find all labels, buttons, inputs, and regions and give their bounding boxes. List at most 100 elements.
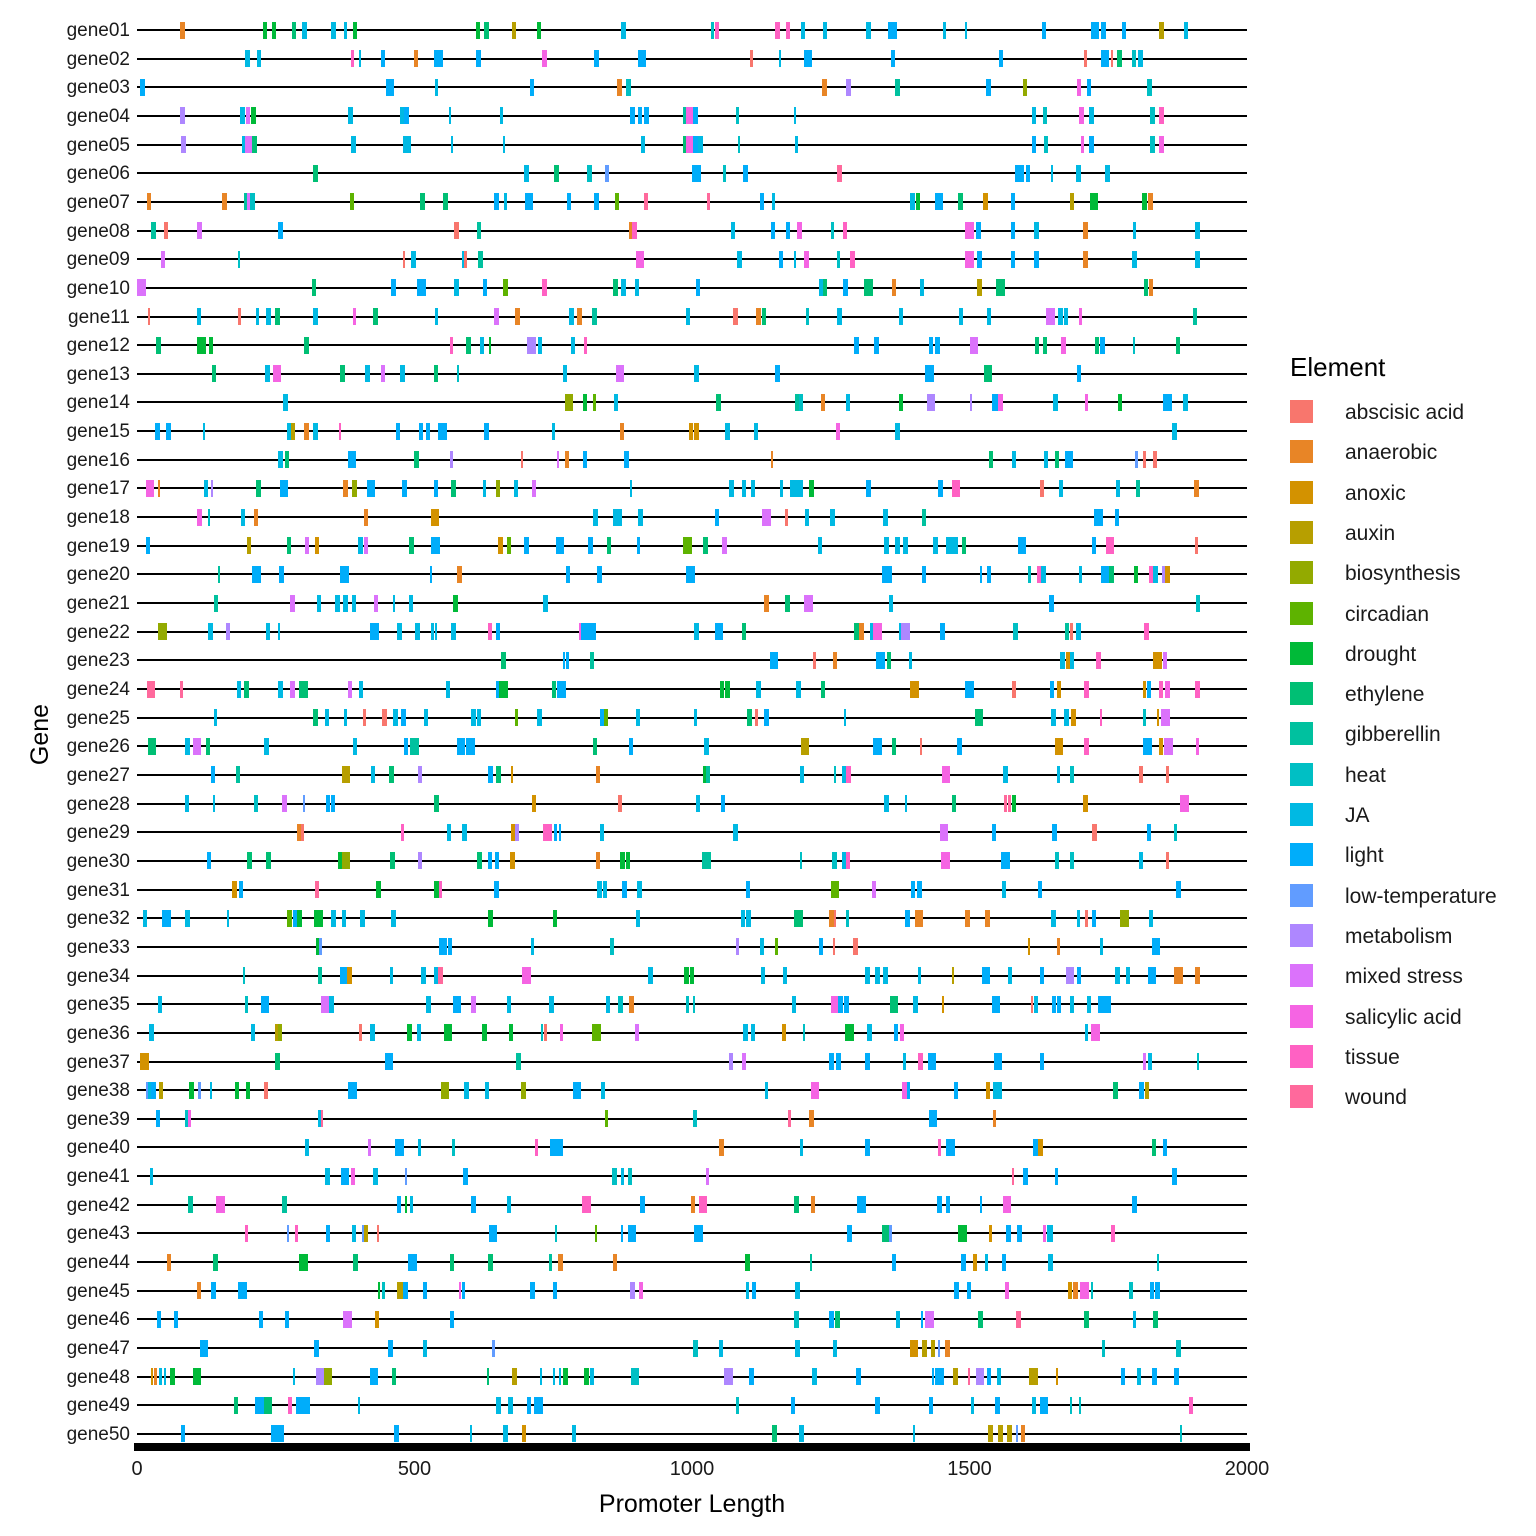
legend-label: gibberellin — [1345, 723, 1441, 747]
legend-swatch-mixed-stress — [1290, 964, 1313, 988]
element-mark-JA — [883, 967, 888, 985]
element-mark-JA — [571, 1425, 577, 1443]
gene-label: gene42 — [66, 1194, 130, 1216]
element-mark-abscisic-acid — [163, 222, 169, 240]
element-mark-salicylic-acid — [1079, 308, 1082, 326]
element-mark-anoxic — [694, 422, 699, 440]
element-mark-heat — [833, 766, 837, 784]
element-mark-low-temperature — [198, 1081, 201, 1099]
element-mark-anoxic — [511, 823, 516, 841]
element-mark-JA — [1047, 1224, 1050, 1242]
gene-row-line — [137, 859, 1247, 862]
element-mark-metabolism — [630, 1282, 635, 1300]
gene-label: gene41 — [66, 1166, 130, 1188]
element-mark-heat — [799, 852, 803, 870]
element-mark-mixed-stress — [192, 737, 202, 755]
element-mark-anoxic — [1056, 680, 1062, 698]
element-mark-mixed-stress — [304, 537, 310, 555]
element-mark-light — [488, 766, 493, 784]
element-mark-auxin — [246, 537, 252, 555]
element-mark-gibberellin — [549, 1253, 552, 1271]
element-mark-drought — [1133, 565, 1139, 583]
legend-label: anaerobic — [1345, 441, 1438, 465]
element-mark-drought — [475, 21, 481, 39]
element-mark-circadian — [592, 1024, 601, 1042]
element-mark-JA — [344, 709, 347, 727]
element-mark-light — [566, 651, 569, 669]
element-mark-light — [829, 1310, 834, 1328]
element-mark-JA — [737, 250, 742, 268]
element-mark-abscisic-acid — [1011, 680, 1017, 698]
element-mark-light — [199, 1339, 209, 1357]
element-mark-JA — [265, 365, 270, 383]
element-mark-salicylic-acid — [145, 479, 154, 497]
element-mark-metabolism — [901, 623, 910, 641]
element-mark-ethylene — [304, 336, 309, 354]
gene-row-line — [137, 1318, 1247, 1321]
gene-row-line — [137, 945, 1247, 948]
element-mark-JA — [552, 422, 555, 440]
element-mark-JA — [209, 1081, 213, 1099]
element-mark-tissue — [1110, 1224, 1116, 1242]
element-mark-heat — [184, 1110, 190, 1128]
element-mark-heat — [1054, 852, 1060, 870]
element-mark-JA — [483, 479, 486, 497]
element-mark-light — [1120, 1368, 1126, 1386]
gene-label: gene09 — [66, 249, 130, 271]
element-mark-light — [790, 1396, 796, 1414]
element-mark-JA — [313, 308, 318, 326]
element-mark-light — [145, 537, 151, 555]
element-mark-JA — [986, 308, 992, 326]
gene-label: gene34 — [66, 965, 130, 987]
element-mark-heat — [612, 1167, 617, 1185]
element-mark-heat — [1147, 78, 1152, 96]
element-mark-JA — [1033, 995, 1039, 1013]
element-mark-JA — [1031, 107, 1037, 125]
element-mark-salicylic-acid — [560, 1024, 563, 1042]
element-mark-heat — [693, 1339, 698, 1357]
element-mark-light — [301, 1396, 310, 1414]
element-mark-JA — [537, 336, 543, 354]
gene-row-line — [137, 1232, 1247, 1235]
element-mark-light — [422, 1282, 428, 1300]
element-mark-JA — [637, 881, 642, 899]
element-mark-anoxic — [498, 537, 503, 555]
element-mark-light — [395, 422, 401, 440]
element-mark-heat — [806, 308, 809, 326]
gene-label: gene45 — [66, 1280, 130, 1302]
element-mark-JA — [865, 967, 870, 985]
element-mark-ethylene — [313, 164, 318, 182]
element-mark-light — [466, 737, 475, 755]
element-mark-tissue — [401, 823, 404, 841]
element-mark-drought — [1089, 193, 1099, 211]
element-mark-JA — [552, 1368, 556, 1386]
element-mark-light — [979, 565, 983, 583]
element-mark-biosynthesis — [1120, 909, 1129, 927]
x-axis-title: Promoter Length — [598, 1490, 786, 1518]
element-mark-tissue — [951, 479, 961, 497]
element-mark-JA — [390, 967, 393, 985]
element-mark-JA — [1138, 50, 1143, 68]
element-mark-auxin — [274, 1024, 280, 1042]
element-mark-heat — [711, 21, 714, 39]
element-mark-JA — [795, 1339, 800, 1357]
element-mark-JA — [817, 537, 823, 555]
element-mark-JA — [1133, 1310, 1136, 1328]
element-mark-salicylic-acid — [902, 1081, 907, 1099]
gene-label: gene44 — [66, 1252, 130, 1274]
element-mark-light — [890, 50, 896, 68]
element-mark-abscisic-acid — [755, 709, 758, 727]
element-mark-light — [238, 1282, 247, 1300]
element-mark-tissue — [287, 1396, 293, 1414]
element-mark-wound — [1004, 795, 1007, 813]
element-mark-JA — [800, 21, 806, 39]
element-mark-anaerobic — [629, 995, 634, 1013]
element-mark-anaerobic — [1057, 938, 1060, 956]
gene-row-line — [137, 258, 1247, 261]
element-mark-light — [991, 995, 1001, 1013]
gene-row-line — [137, 1347, 1247, 1350]
element-mark-mixed-stress — [939, 823, 949, 841]
element-mark-JA — [461, 250, 467, 268]
element-mark-light — [991, 823, 997, 841]
x-tick-label: 0 — [131, 1458, 143, 1480]
